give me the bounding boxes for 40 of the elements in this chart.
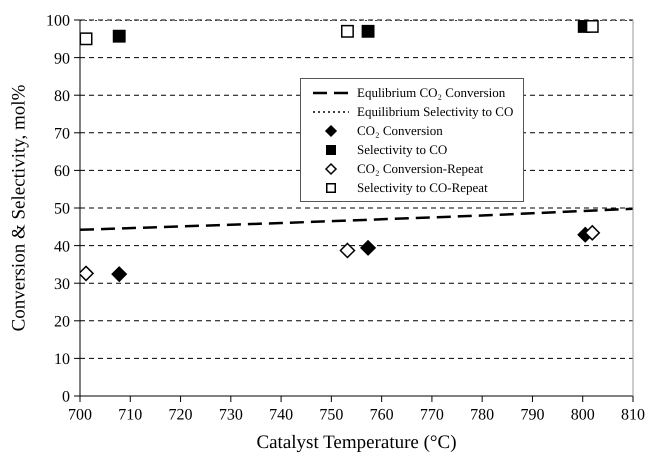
legend-label: CO₂ Conversion bbox=[357, 122, 443, 138]
legend-label: Equilibrium Selectivity to CO bbox=[357, 104, 514, 120]
legend-label: Equlibrium CO₂ Conversion bbox=[357, 84, 506, 100]
legend-label: CO₂ Conversion-Repeat bbox=[357, 160, 484, 176]
y-tick-label: 60 bbox=[54, 163, 70, 180]
y-tick-label: 40 bbox=[54, 238, 70, 256]
y-tick-label: 30 bbox=[54, 276, 70, 293]
y-tick-label: 0 bbox=[62, 388, 70, 406]
x-tick-label: 720 bbox=[168, 406, 193, 424]
y-tick-label: 100 bbox=[46, 12, 70, 30]
y-tick-label: 20 bbox=[54, 313, 70, 330]
point bbox=[586, 20, 599, 33]
x-tick-label: 770 bbox=[420, 406, 444, 424]
y-tick-label: 10 bbox=[54, 351, 70, 368]
x-tick-label: 780 bbox=[470, 406, 494, 424]
y-tick-label: 90 bbox=[54, 50, 70, 68]
y-tick-label: 70 bbox=[54, 125, 70, 142]
x-axis-title: Catalyst Temperature (°C) bbox=[256, 432, 457, 453]
x-tick-label: 700 bbox=[68, 406, 92, 424]
point bbox=[80, 32, 92, 46]
point bbox=[341, 24, 354, 38]
x-tick-label: 730 bbox=[218, 406, 243, 424]
x-tick-label: 760 bbox=[370, 406, 394, 424]
y-tick-label: 80 bbox=[54, 88, 70, 105]
x-tick-label: 710 bbox=[118, 406, 142, 424]
legend-label: Selectivity to CO-Repeat bbox=[357, 180, 488, 196]
y-tick-label: 50 bbox=[54, 200, 70, 218]
point bbox=[340, 242, 356, 258]
legend-label: Selectivity to CO bbox=[357, 142, 448, 158]
y-axis-title: Conversion & Selectivity, mol% bbox=[8, 84, 30, 332]
x-tick-label: 740 bbox=[269, 406, 294, 424]
x-tick-label: 800 bbox=[570, 406, 595, 424]
point bbox=[584, 225, 600, 241]
point bbox=[360, 240, 376, 256]
point bbox=[362, 24, 375, 38]
x-tick-label: 810 bbox=[621, 406, 645, 424]
point bbox=[111, 266, 127, 282]
x-tick-label: 790 bbox=[520, 406, 544, 424]
x-tick-label: 750 bbox=[319, 406, 344, 424]
point bbox=[112, 30, 126, 43]
